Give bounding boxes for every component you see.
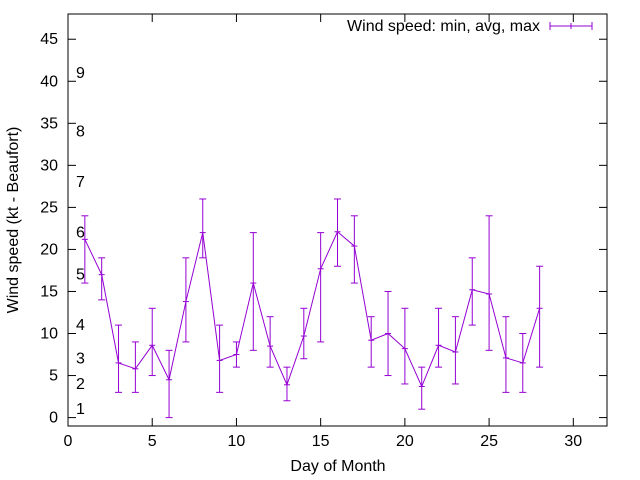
beaufort-label: 6 <box>76 225 85 242</box>
y-tick-label: 25 <box>40 199 58 216</box>
beaufort-label: 3 <box>76 351 85 368</box>
y-tick-label: 0 <box>49 410 58 427</box>
x-tick-label: 15 <box>312 433 330 450</box>
x-tick-label: 0 <box>64 433 73 450</box>
y-tick-label: 10 <box>40 326 58 343</box>
x-axis-ticks: 0 5 10 15 20 25 30 <box>64 14 582 450</box>
x-tick-label: 25 <box>480 433 498 450</box>
beaufort-label: 9 <box>76 65 85 82</box>
x-axis-title: Day of Month <box>290 458 385 475</box>
error-bars <box>81 198 544 419</box>
plot-frame <box>67 13 608 427</box>
beaufort-label: 2 <box>76 376 85 393</box>
beaufort-label: 5 <box>76 267 85 284</box>
x-tick-label: 20 <box>396 433 414 450</box>
series-line-group <box>81 230 543 388</box>
x-tick-label: 5 <box>148 433 157 450</box>
y-axis-title: Wind speed (kt - Beaufort) <box>5 127 22 314</box>
legend-label: Wind speed: min, avg, max <box>347 18 540 35</box>
series-line <box>84 230 541 388</box>
y-tick-label: 45 <box>40 31 58 48</box>
y-tick-label: 5 <box>49 368 58 385</box>
beaufort-annotations: 1 2 3 4 5 6 7 8 9 <box>76 65 85 418</box>
legend: Wind speed: min, avg, max <box>347 18 593 35</box>
y-tick-label: 35 <box>40 115 58 132</box>
y-tick-label: 15 <box>40 283 58 300</box>
y-tick-label: 40 <box>40 73 58 90</box>
y-tick-label: 20 <box>40 241 58 258</box>
y-tick-label: 30 <box>40 157 58 174</box>
x-tick-label: 10 <box>228 433 246 450</box>
beaufort-label: 7 <box>76 174 85 191</box>
beaufort-label: 8 <box>76 124 85 141</box>
beaufort-label: 1 <box>76 401 85 418</box>
x-tick-label: 30 <box>564 433 582 450</box>
beaufort-label: 4 <box>76 317 85 334</box>
